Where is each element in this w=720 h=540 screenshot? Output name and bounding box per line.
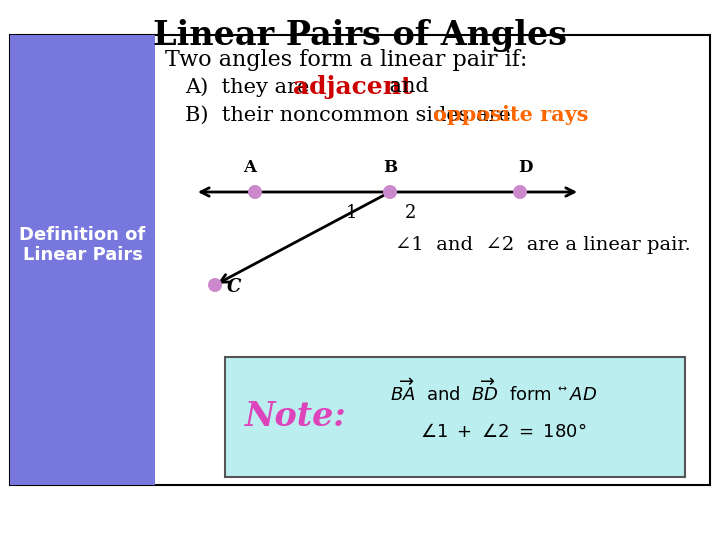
Text: A: A bbox=[243, 159, 256, 176]
Text: and: and bbox=[383, 78, 428, 97]
Text: 1: 1 bbox=[346, 204, 358, 222]
Text: opposite rays: opposite rays bbox=[433, 105, 588, 125]
Text: $\angle 1\ +\ \angle 2\ =\ 180°$: $\angle 1\ +\ \angle 2\ =\ 180°$ bbox=[420, 423, 587, 441]
Bar bbox=[10, 35, 710, 485]
Text: 2: 2 bbox=[405, 204, 415, 222]
Bar bbox=[225, 357, 685, 477]
Text: $\overrightarrow{BA}$  and  $\overrightarrow{BD}$  form  $\overleftrightarrow{AD: $\overrightarrow{BA}$ and $\overrightarr… bbox=[390, 379, 597, 406]
Circle shape bbox=[383, 185, 397, 199]
Text: Linear Pairs: Linear Pairs bbox=[22, 246, 143, 264]
Text: B)  their noncommon sides are: B) their noncommon sides are bbox=[185, 105, 518, 125]
Text: ∠1  and  ∠2  are a linear pair.: ∠1 and ∠2 are a linear pair. bbox=[395, 236, 690, 254]
Text: Note:: Note: bbox=[245, 401, 347, 434]
Circle shape bbox=[208, 278, 222, 292]
Circle shape bbox=[513, 185, 527, 199]
Text: Definition of: Definition of bbox=[19, 226, 145, 244]
Bar bbox=[10, 35, 155, 485]
Text: A)  they are: A) they are bbox=[185, 77, 316, 97]
Text: Linear Pairs of Angles: Linear Pairs of Angles bbox=[153, 19, 567, 52]
Text: Two angles form a linear pair if:: Two angles form a linear pair if: bbox=[165, 49, 527, 71]
Text: D: D bbox=[518, 159, 532, 176]
Text: B: B bbox=[383, 159, 397, 176]
Text: adjacent: adjacent bbox=[293, 75, 413, 99]
Circle shape bbox=[248, 185, 262, 199]
Text: C: C bbox=[227, 278, 241, 296]
